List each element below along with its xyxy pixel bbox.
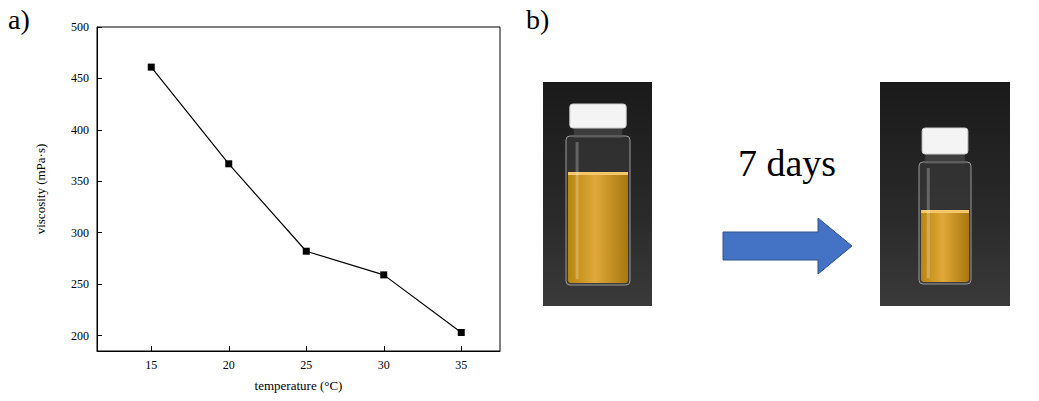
svg-text:15: 15 — [145, 358, 157, 372]
svg-text:20: 20 — [223, 358, 235, 372]
svg-text:250: 250 — [71, 277, 89, 291]
svg-text:25: 25 — [300, 358, 312, 372]
svg-text:temperature (°C): temperature (°C) — [255, 378, 343, 393]
svg-text:400: 400 — [71, 123, 89, 137]
svg-text:7 days: 7 days — [738, 142, 836, 184]
svg-text:30: 30 — [378, 358, 390, 372]
svg-text:450: 450 — [71, 71, 89, 85]
svg-text:500: 500 — [71, 20, 89, 34]
svg-text:200: 200 — [71, 329, 89, 343]
html-text:b): b) — [526, 4, 550, 35]
svg-text:viscosity (mPa·s): viscosity (mPa·s) — [33, 144, 48, 235]
svg-text:35: 35 — [455, 358, 467, 372]
html-text:a): a) — [8, 4, 30, 35]
svg-text:350: 350 — [71, 174, 89, 188]
svg-text:300: 300 — [71, 226, 89, 240]
